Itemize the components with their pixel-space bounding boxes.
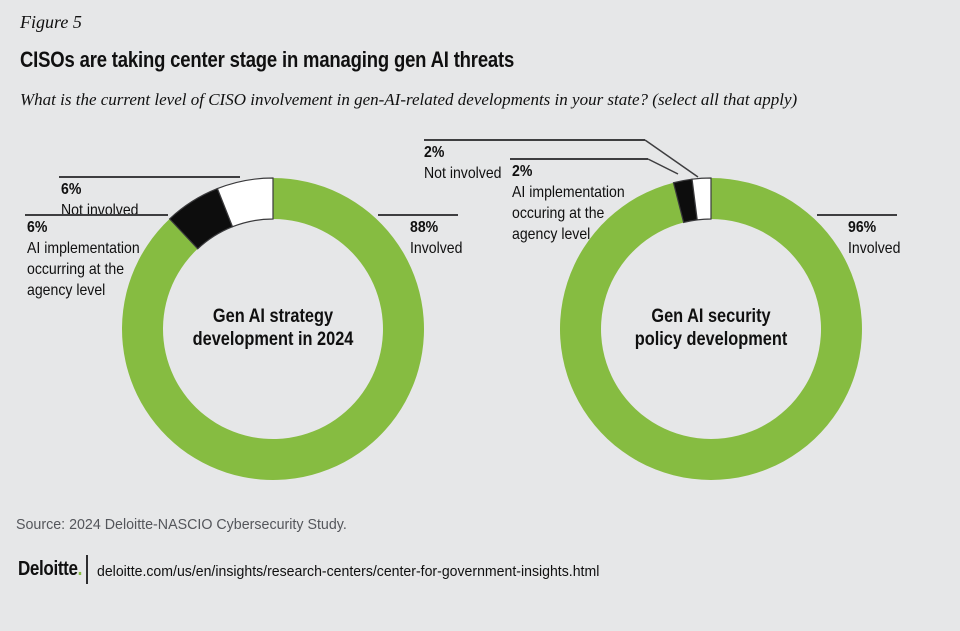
left-agency-annotation: 6% AI implementation occurring at the ag… xyxy=(27,217,140,301)
right-donut-center-label: Gen AI security policy development xyxy=(635,305,788,351)
right-not-involved-annotation: 2% Not involved xyxy=(424,142,501,184)
donut-chart-gen-ai-security-policy xyxy=(559,177,862,480)
donut-chart-gen-ai-strategy xyxy=(122,177,425,480)
right-agency-annotation: 2% AI implementation occuring at the age… xyxy=(512,161,625,245)
donut-slice-not-involved xyxy=(691,177,712,221)
left-agency-label-line1: AI implementation xyxy=(27,240,140,257)
left-donut-center-line1: Gen AI strategy xyxy=(212,306,334,327)
deloitte-logo-green-dot: . xyxy=(77,558,83,580)
right-agency-pct: 2% xyxy=(512,163,533,180)
footer-url: deloitte.com/us/en/insights/research-cen… xyxy=(97,563,600,580)
right-leader-diagonal-lines xyxy=(644,139,699,178)
right-not-involved-leader-line xyxy=(424,139,645,141)
left-agency-pct: 6% xyxy=(27,219,48,236)
right-agency-label-line2: occuring at the xyxy=(512,205,605,222)
right-agency-label-line3: agency level xyxy=(512,226,591,243)
left-not-involved-pct: 6% xyxy=(61,181,82,198)
donut-slice-not-involved xyxy=(216,177,274,228)
left-donut-center-line2: development in 2024 xyxy=(192,329,354,350)
right-not-involved-pct: 2% xyxy=(424,144,445,161)
right-involved-annotation: 96% Involved xyxy=(848,217,900,259)
right-not-involved-label: Not involved xyxy=(424,165,502,182)
deloitte-logo: Deloitte. xyxy=(18,558,82,581)
right-donut-center-line2: policy development xyxy=(634,329,788,350)
figure-title: CISOs are taking center stage in managin… xyxy=(20,47,515,72)
figure-number: Figure 5 xyxy=(20,12,82,32)
left-not-involved-leader-line xyxy=(59,176,240,178)
left-involved-annotation: 88% Involved xyxy=(410,217,462,259)
right-agency-diagonal xyxy=(647,158,679,175)
right-agency-leader-line xyxy=(510,158,648,160)
footer-divider xyxy=(86,555,88,584)
right-agency-label-line1: AI implementation xyxy=(512,184,625,201)
right-involved-leader-line xyxy=(817,214,897,216)
left-agency-label-line3: agency level xyxy=(27,282,106,299)
right-involved-label: Involved xyxy=(848,240,901,257)
left-involved-label: Involved xyxy=(410,240,463,257)
left-involved-pct: 88% xyxy=(410,219,439,236)
left-agency-leader-line xyxy=(25,214,168,216)
left-donut-center-label: Gen AI strategy development in 2024 xyxy=(193,305,354,351)
source-note: Source: 2024 Deloitte-NASCIO Cybersecuri… xyxy=(16,516,347,533)
right-not-involved-diagonal xyxy=(644,139,699,178)
right-donut-center-line1: Gen AI security xyxy=(651,306,771,327)
right-involved-pct: 96% xyxy=(848,219,877,236)
figure-question: What is the current level of CISO involv… xyxy=(20,90,798,109)
left-involved-leader-line xyxy=(378,214,458,216)
deloitte-logo-text: Deloitte xyxy=(18,558,78,580)
left-agency-label-line2: occurring at the xyxy=(27,261,125,278)
